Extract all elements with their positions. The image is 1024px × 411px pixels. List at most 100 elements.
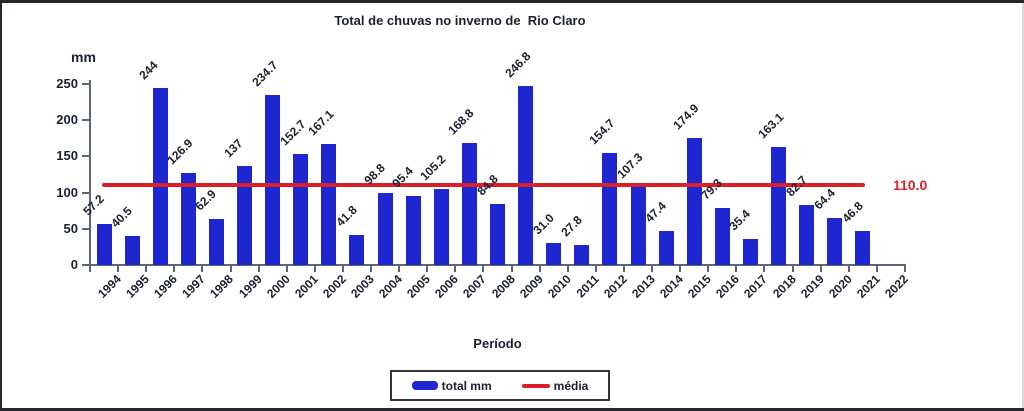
bar [208,219,224,265]
bar-value-label: 27.8 [558,212,585,240]
x-axis-tick [370,264,373,272]
bar-value-label: 152.7 [277,117,309,149]
bar-value-label: 41.8 [333,202,360,230]
bar [630,187,646,265]
bar [152,88,168,265]
bar [602,152,618,265]
x-axis-tick [173,264,176,272]
bar-value-label: 47.4 [642,198,669,225]
y-axis-tick [82,119,91,122]
bar-value-label: 137 [220,136,246,161]
bar [180,173,196,265]
x-axis-tick [257,264,260,272]
y-axis-tick [82,191,91,194]
y-axis-line [89,80,91,267]
bar [265,95,281,265]
legend-bar-swatch-icon [411,381,438,390]
bar [546,242,562,265]
y-axis-unit-label: mm [71,49,96,65]
legend-line-swatch-icon [521,383,550,388]
x-axis-title: Período [473,336,522,351]
bar-value-label: 31.0 [530,210,557,237]
bar-value-label: 168.8 [445,105,477,138]
bar-value-label: 57.2 [80,191,107,218]
x-axis-tick [426,264,429,272]
bar [293,154,309,265]
y-axis-tick [82,227,91,230]
bar [96,223,112,265]
bar [433,188,449,265]
bar [686,138,702,265]
bar [237,165,253,265]
x-axis-tick [791,264,794,272]
bar [124,235,140,265]
bar-value-label: 82.7 [783,173,810,200]
x-axis-tick [285,264,288,272]
legend-item-label: média [553,378,589,393]
x-axis-tick [819,264,822,272]
x-axis-tick [89,264,91,272]
x-axis-tick [679,264,682,272]
bar [377,193,393,265]
bar [658,230,674,265]
bar-value-label: 107.3 [614,150,646,182]
bar [321,144,337,265]
x-axis-tick [117,264,120,272]
bar [405,195,421,265]
bar-value-label: 163.1 [754,110,787,142]
legend-item-media: média [521,378,589,393]
y-axis-tick [82,264,91,266]
bar [490,203,505,265]
bar-value-label: 84.8 [473,171,501,198]
bar [349,234,365,265]
bar-value-label: 62.9 [192,187,220,214]
bar [771,146,787,265]
bar-value-label: 154.7 [586,116,618,148]
bar-value-label: 64.4 [811,186,838,213]
x-axis-tick [651,264,654,272]
y-tick-label: 200 [56,112,78,128]
y-tick-label: 100 [56,184,78,200]
x-axis-tick [566,264,569,272]
y-axis-tick [82,155,91,158]
y-axis-tick [82,83,91,85]
x-axis-tick [201,264,204,272]
x-axis-tick [735,264,738,272]
bar-value-label: 35.4 [726,207,754,234]
x-axis-tick [875,264,878,272]
y-tick-label: 250 [56,76,78,91]
chart-title: Total de chuvas no inverno de Rio Claro [334,13,586,28]
x-axis-tick [454,264,457,272]
x-axis-tick [707,264,710,272]
x-axis-tick [482,264,485,272]
bar-value-label: 167.1 [305,107,337,139]
bar [714,207,730,265]
x-axis-tick [763,264,766,272]
bar-value-label: 174.9 [670,101,702,133]
bar-value-label: 246.8 [501,49,534,81]
bar [461,142,477,265]
x-axis-tick [622,264,625,272]
mean-line-label: 110.0 [893,177,928,193]
x-axis-tick [904,264,906,272]
x-axis-tick [313,264,316,272]
bar-value-label: 234.7 [249,58,281,90]
x-axis-tick [847,264,850,272]
bar [827,218,843,265]
bar-value-label: 40.5 [108,203,135,230]
x-axis-tick [594,264,597,272]
x-axis-tick [538,264,541,272]
mean-line [102,183,865,188]
bar-value-label: 244 [136,58,161,83]
bar [742,239,758,265]
bar [855,231,871,265]
x-axis-tick [145,264,148,272]
x-axis-tick [341,264,344,272]
bar-value-label: 79.3 [698,175,726,202]
bar-value-label: 46.8 [839,198,866,226]
legend-item-label: total mm [441,378,492,393]
y-tick-label: 0 [70,257,78,272]
y-tick-label: 150 [56,148,78,164]
